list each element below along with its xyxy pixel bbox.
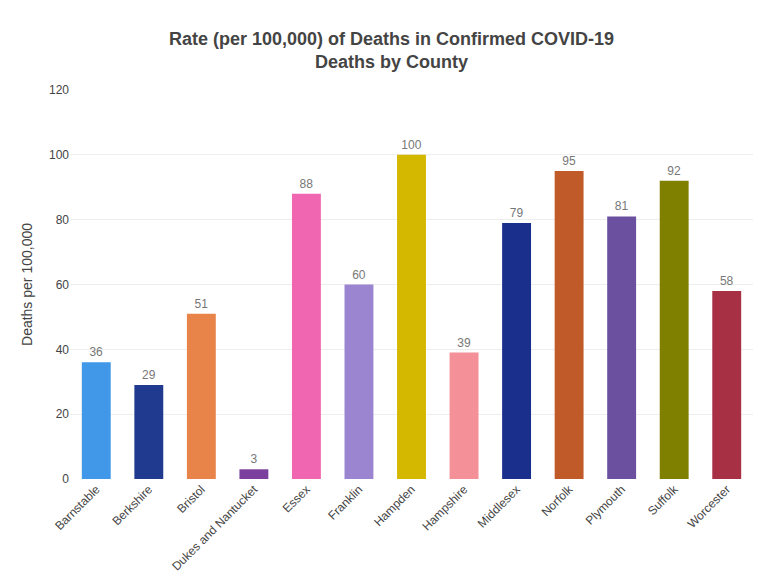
svg-text:Barnstable: Barnstable [52, 482, 103, 533]
svg-text:92: 92 [667, 164, 681, 178]
svg-text:29: 29 [142, 368, 156, 382]
svg-text:36: 36 [89, 345, 103, 359]
svg-text:88: 88 [300, 177, 314, 191]
svg-text:39: 39 [457, 336, 471, 350]
svg-text:Berkshire: Berkshire [109, 482, 155, 528]
svg-text:Hampden: Hampden [371, 482, 418, 529]
svg-text:100: 100 [49, 148, 69, 162]
svg-text:Norfolk: Norfolk [539, 482, 576, 519]
svg-text:Hampshire: Hampshire [419, 482, 470, 533]
svg-text:20: 20 [56, 407, 70, 421]
svg-text:Bristol: Bristol [174, 482, 207, 515]
svg-text:Dukes and Nantucket: Dukes and Nantucket [169, 482, 260, 573]
svg-text:0: 0 [62, 472, 69, 486]
svg-text:51: 51 [195, 297, 209, 311]
svg-text:Plymouth: Plymouth [583, 482, 628, 527]
svg-text:Middlesex: Middlesex [475, 482, 523, 530]
svg-text:81: 81 [615, 199, 629, 213]
svg-text:Deaths per 100,000: Deaths per 100,000 [19, 223, 35, 346]
svg-text:Worcester: Worcester [685, 482, 733, 530]
svg-text:Suffolk: Suffolk [645, 482, 681, 518]
svg-text:60: 60 [352, 268, 366, 282]
svg-text:95: 95 [562, 154, 576, 168]
svg-text:120: 120 [49, 83, 69, 97]
svg-text:58: 58 [720, 274, 734, 288]
svg-text:60: 60 [56, 278, 70, 292]
svg-text:100: 100 [401, 138, 421, 152]
svg-text:Rate (per 100,000) of Deaths i: Rate (per 100,000) of Deaths in Confirme… [169, 29, 614, 72]
svg-text:Essex: Essex [280, 482, 313, 515]
svg-text:Franklin: Franklin [325, 482, 365, 522]
svg-text:80: 80 [56, 213, 70, 227]
svg-text:40: 40 [56, 343, 70, 357]
svg-text:3: 3 [250, 452, 257, 466]
svg-text:79: 79 [510, 206, 524, 220]
